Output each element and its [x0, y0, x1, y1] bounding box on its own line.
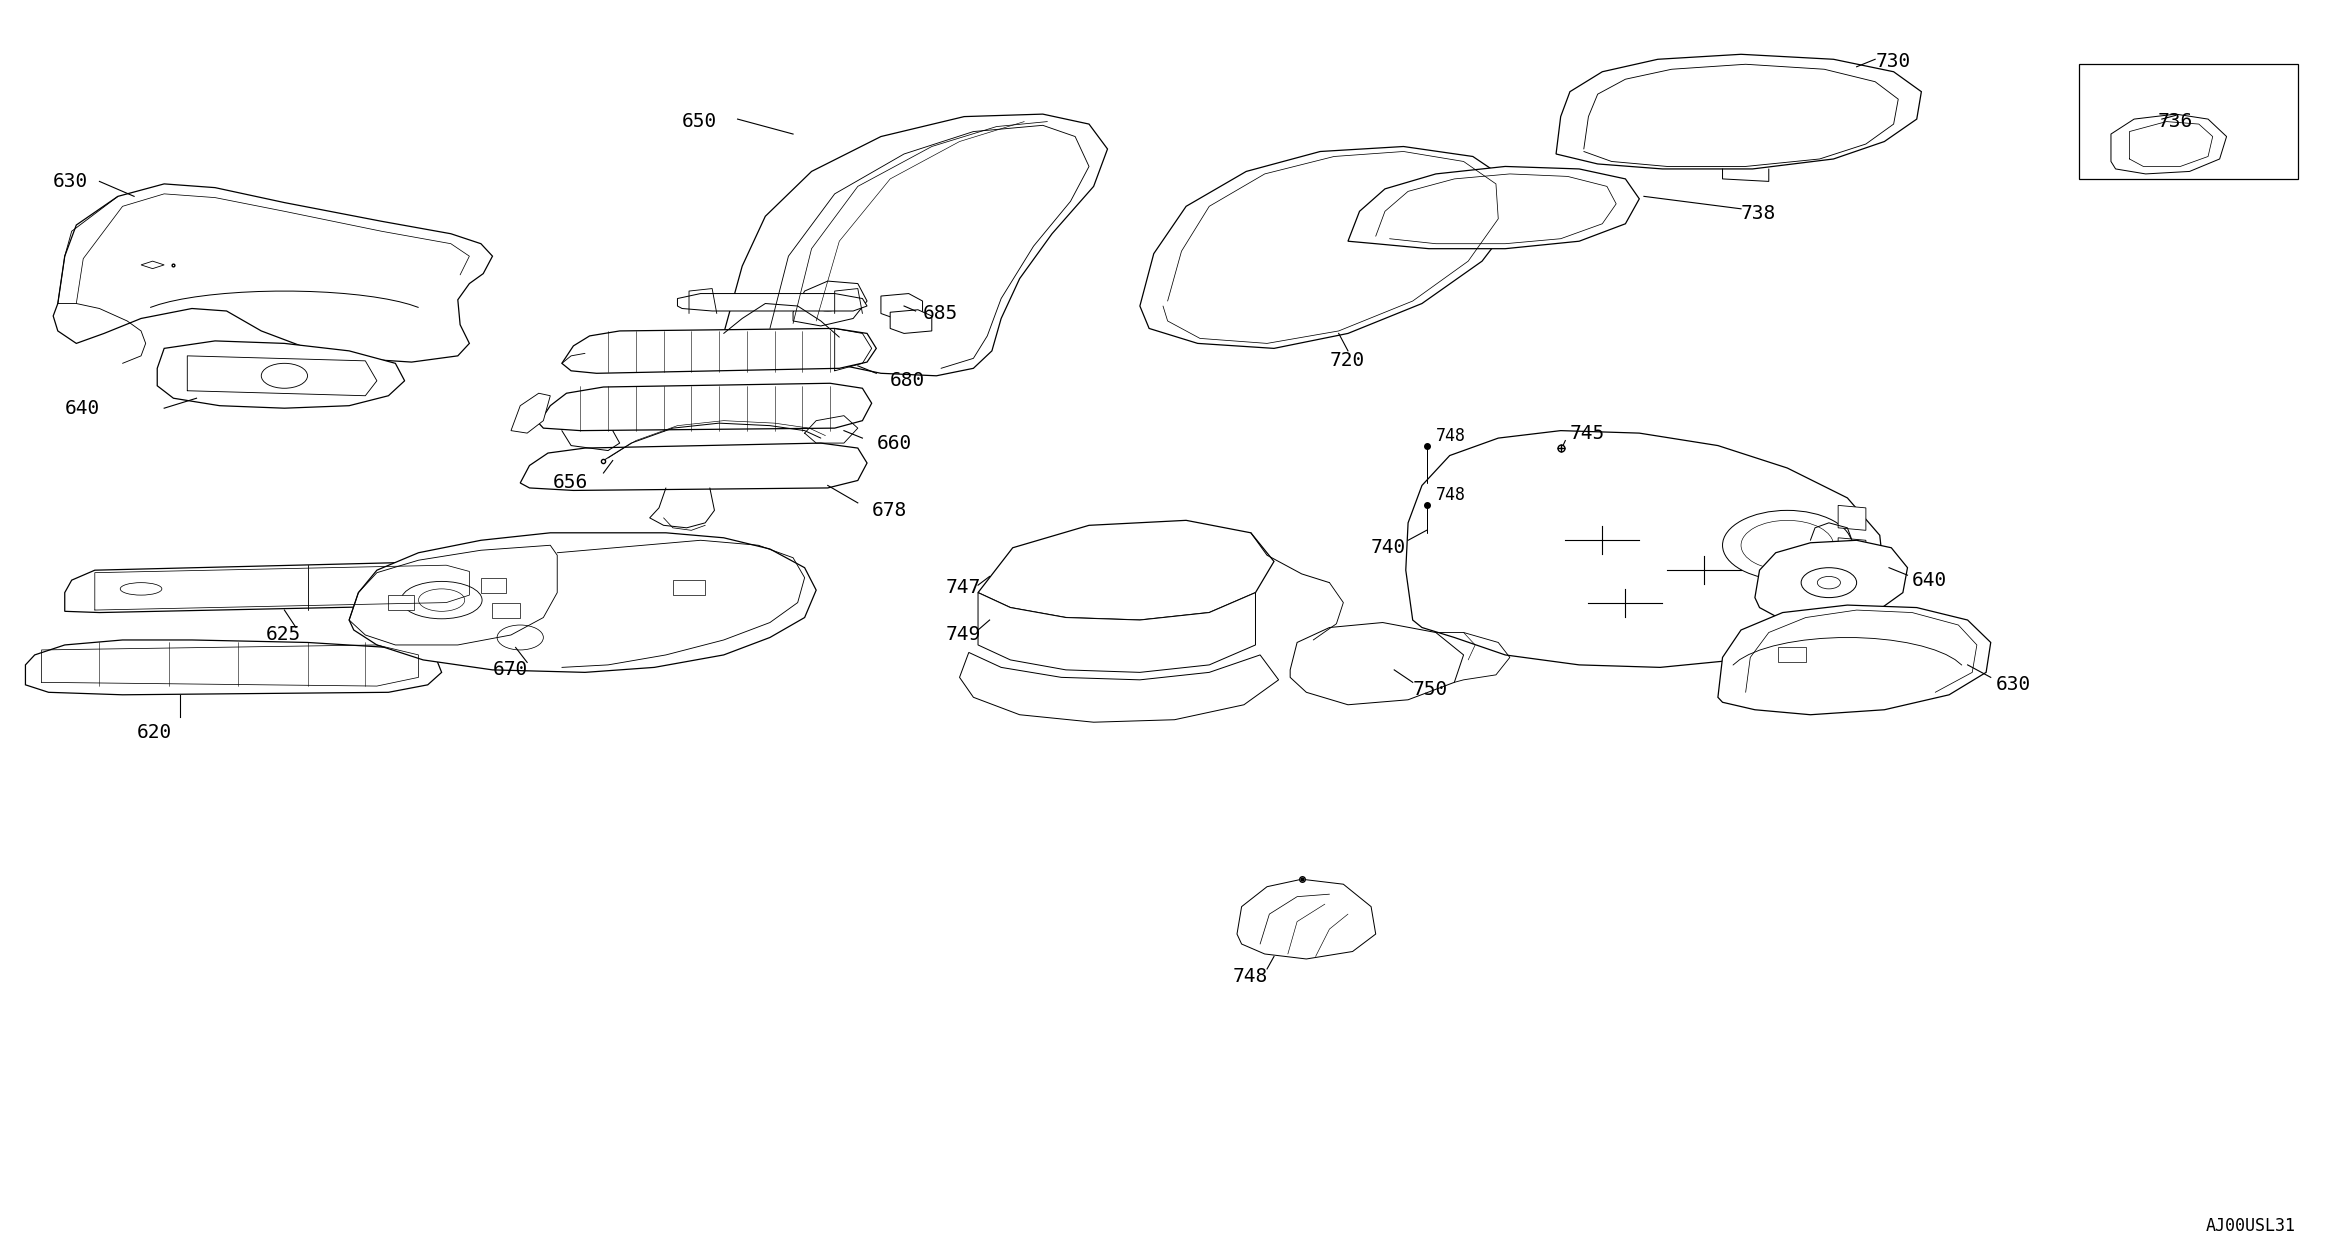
Text: 749: 749: [947, 625, 982, 644]
Text: 748: 748: [1435, 427, 1465, 445]
Polygon shape: [26, 640, 442, 694]
Text: 747: 747: [947, 578, 982, 597]
Polygon shape: [1140, 146, 1514, 348]
Polygon shape: [1838, 505, 1865, 530]
Polygon shape: [882, 294, 923, 319]
Text: 670: 670: [493, 660, 528, 679]
Text: 738: 738: [1742, 204, 1777, 223]
Polygon shape: [1556, 54, 1921, 169]
Text: 625: 625: [265, 625, 300, 644]
Text: 656: 656: [554, 474, 588, 493]
Text: 720: 720: [1330, 352, 1365, 370]
Polygon shape: [672, 580, 705, 595]
Ellipse shape: [419, 588, 465, 611]
Polygon shape: [521, 444, 868, 490]
Ellipse shape: [400, 581, 481, 619]
Polygon shape: [388, 595, 414, 610]
Polygon shape: [349, 533, 816, 673]
Text: 685: 685: [923, 304, 958, 323]
Polygon shape: [563, 329, 877, 373]
Polygon shape: [1237, 879, 1375, 959]
Text: 640: 640: [65, 398, 100, 418]
Polygon shape: [977, 592, 1256, 673]
Polygon shape: [1291, 622, 1463, 704]
Polygon shape: [961, 653, 1279, 722]
Text: 640: 640: [1912, 571, 1947, 590]
Polygon shape: [1754, 541, 1907, 622]
Bar: [2079, 64, 2298, 179]
Text: 678: 678: [872, 501, 907, 520]
Polygon shape: [1405, 431, 1884, 668]
Polygon shape: [977, 520, 1275, 620]
Text: 748: 748: [1233, 966, 1268, 985]
Polygon shape: [1719, 605, 1991, 714]
Polygon shape: [677, 294, 868, 311]
Text: 730: 730: [1875, 52, 1910, 72]
Ellipse shape: [121, 582, 163, 595]
Text: 630: 630: [1996, 675, 2031, 694]
Polygon shape: [1777, 648, 1805, 663]
Polygon shape: [53, 184, 493, 362]
Text: AJ00USL31: AJ00USL31: [2205, 1217, 2296, 1235]
Text: 660: 660: [877, 433, 912, 452]
Polygon shape: [1838, 538, 1865, 563]
Text: 630: 630: [53, 171, 88, 192]
Polygon shape: [512, 393, 551, 433]
Polygon shape: [65, 562, 488, 612]
Text: 736: 736: [2156, 112, 2193, 131]
Text: 745: 745: [1570, 423, 1605, 442]
Text: 750: 750: [1412, 680, 1449, 699]
Polygon shape: [158, 341, 405, 408]
Polygon shape: [793, 281, 868, 326]
Polygon shape: [2112, 115, 2226, 174]
Text: 748: 748: [1435, 486, 1465, 504]
Polygon shape: [493, 602, 521, 617]
Polygon shape: [1349, 166, 1640, 248]
Text: 680: 680: [891, 372, 926, 391]
Text: 620: 620: [137, 723, 172, 742]
Polygon shape: [481, 577, 507, 592]
Polygon shape: [723, 115, 1107, 375]
Polygon shape: [891, 310, 933, 334]
Polygon shape: [540, 383, 872, 431]
Polygon shape: [142, 261, 165, 268]
Text: 650: 650: [682, 112, 716, 131]
Text: 740: 740: [1370, 538, 1407, 557]
Polygon shape: [1838, 571, 1865, 595]
